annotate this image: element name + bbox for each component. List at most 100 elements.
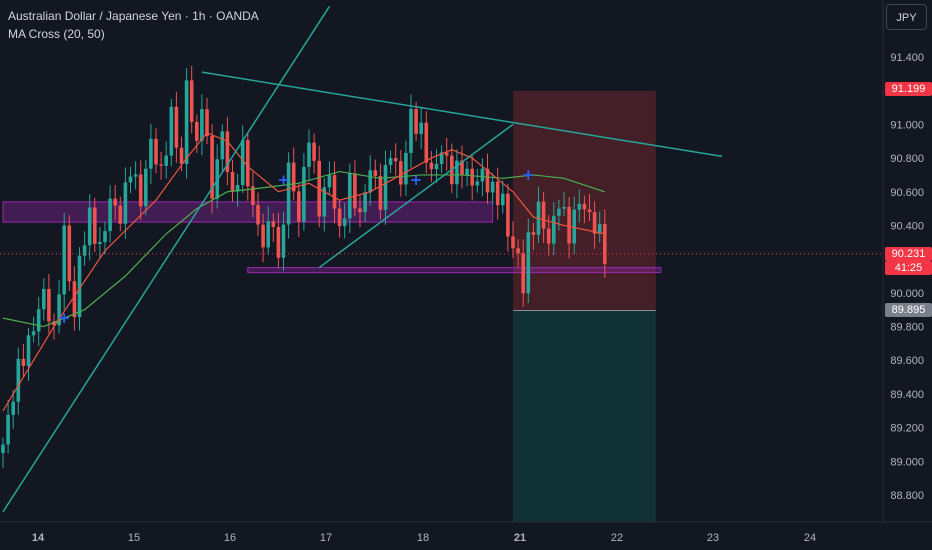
candle-body — [98, 242, 102, 244]
candle-body — [388, 158, 393, 165]
candle-body — [118, 205, 123, 224]
candle-body — [312, 142, 316, 161]
x-tick-label: 21 — [514, 532, 526, 544]
ma20-line — [2, 132, 605, 412]
candle-body — [108, 198, 112, 232]
candle-body — [358, 208, 362, 213]
candle-body — [200, 109, 204, 141]
candle-body — [460, 160, 464, 176]
candle-body — [383, 164, 388, 210]
candle-body — [256, 205, 260, 225]
y-tick-label: 90.800 — [890, 153, 924, 165]
ma50-line — [2, 170, 605, 328]
candle-body — [429, 162, 434, 170]
candle-body — [1, 444, 5, 453]
x-tick-label: 22 — [611, 532, 623, 544]
target-low-label: 89.895 — [885, 303, 932, 317]
candle-body — [577, 203, 582, 210]
candle-body — [307, 142, 311, 167]
candle-body — [485, 168, 490, 193]
x-tick-label: 24 — [804, 532, 816, 544]
candle-body — [424, 122, 429, 163]
candle-body — [363, 192, 367, 213]
candle-body — [475, 181, 480, 186]
candle-body — [541, 201, 546, 229]
candle-body — [210, 136, 214, 199]
candle-body — [16, 358, 21, 402]
candle-body — [154, 138, 158, 165]
y-tick-label: 91.400 — [890, 52, 924, 64]
y-tick-label: 89.400 — [890, 389, 924, 401]
x-tick-label: 17 — [320, 532, 332, 544]
indicator-legend[interactable]: MA Cross (20, 50) — [8, 27, 105, 41]
candle-body — [516, 248, 520, 254]
candle-body — [353, 173, 357, 209]
candle-body — [291, 162, 296, 192]
candle-body — [36, 309, 41, 332]
candle-body — [82, 245, 87, 256]
trendline — [2, 6, 331, 513]
candle-body — [480, 168, 485, 182]
candle-body — [434, 163, 439, 170]
candle-body — [592, 212, 597, 234]
candle-body — [597, 223, 602, 234]
candle-body — [42, 288, 46, 310]
candle-body — [174, 106, 179, 148]
candle-body — [337, 208, 342, 227]
candle-body — [332, 175, 337, 209]
candle-body — [235, 184, 240, 192]
candle-body — [220, 131, 225, 160]
candle-body — [103, 231, 107, 243]
candle-body — [404, 152, 408, 185]
candle-body — [531, 232, 536, 235]
candle-body — [286, 162, 291, 225]
currency-button[interactable]: JPY — [886, 4, 927, 30]
candle-body — [62, 225, 66, 295]
y-tick-label: 88.800 — [890, 490, 924, 502]
candle-body — [521, 253, 525, 294]
candle-body — [159, 164, 163, 166]
x-tick-label: 18 — [417, 532, 429, 544]
candle-body — [240, 140, 245, 185]
last-price-label: 90.231 — [885, 247, 932, 261]
candle-body — [21, 358, 26, 366]
candle-body — [490, 181, 495, 193]
candle-body — [465, 168, 469, 176]
candle-body — [57, 294, 61, 326]
candle-body — [93, 207, 97, 244]
support-zone — [2, 201, 494, 223]
candle-body — [184, 80, 189, 164]
candle-body — [587, 209, 592, 213]
candle-body — [138, 174, 143, 207]
candle-body — [6, 414, 10, 445]
candle-body — [271, 221, 276, 228]
countdown-label: 41:25 — [885, 261, 932, 275]
candle-body — [87, 207, 92, 246]
candle-body — [195, 121, 199, 141]
y-tick-label: 89.200 — [890, 423, 924, 435]
candle-body — [582, 203, 587, 210]
candle-body — [470, 168, 474, 186]
candle-body — [47, 288, 51, 322]
candle-body — [348, 173, 352, 219]
y-tick-label: 89.800 — [890, 322, 924, 334]
candle-body — [52, 321, 56, 326]
candle-body — [603, 223, 607, 264]
x-tick-label: 23 — [707, 532, 719, 544]
candle-body — [511, 236, 515, 249]
candle-body — [526, 232, 531, 294]
candle-body — [444, 152, 449, 156]
support-zone — [247, 267, 662, 274]
candle-body — [455, 160, 459, 185]
candle-body — [179, 147, 184, 164]
candle-body — [31, 331, 36, 336]
candle-body — [225, 131, 230, 173]
target-high-label: 91.199 — [885, 82, 932, 96]
ma-cross-marker: + — [277, 171, 290, 189]
symbol-title[interactable]: Australian Dollar / Japanese Yen · 1h · … — [8, 9, 259, 23]
candle-body — [567, 207, 571, 244]
y-tick-label: 89.000 — [890, 456, 924, 468]
candle-body — [77, 255, 82, 318]
